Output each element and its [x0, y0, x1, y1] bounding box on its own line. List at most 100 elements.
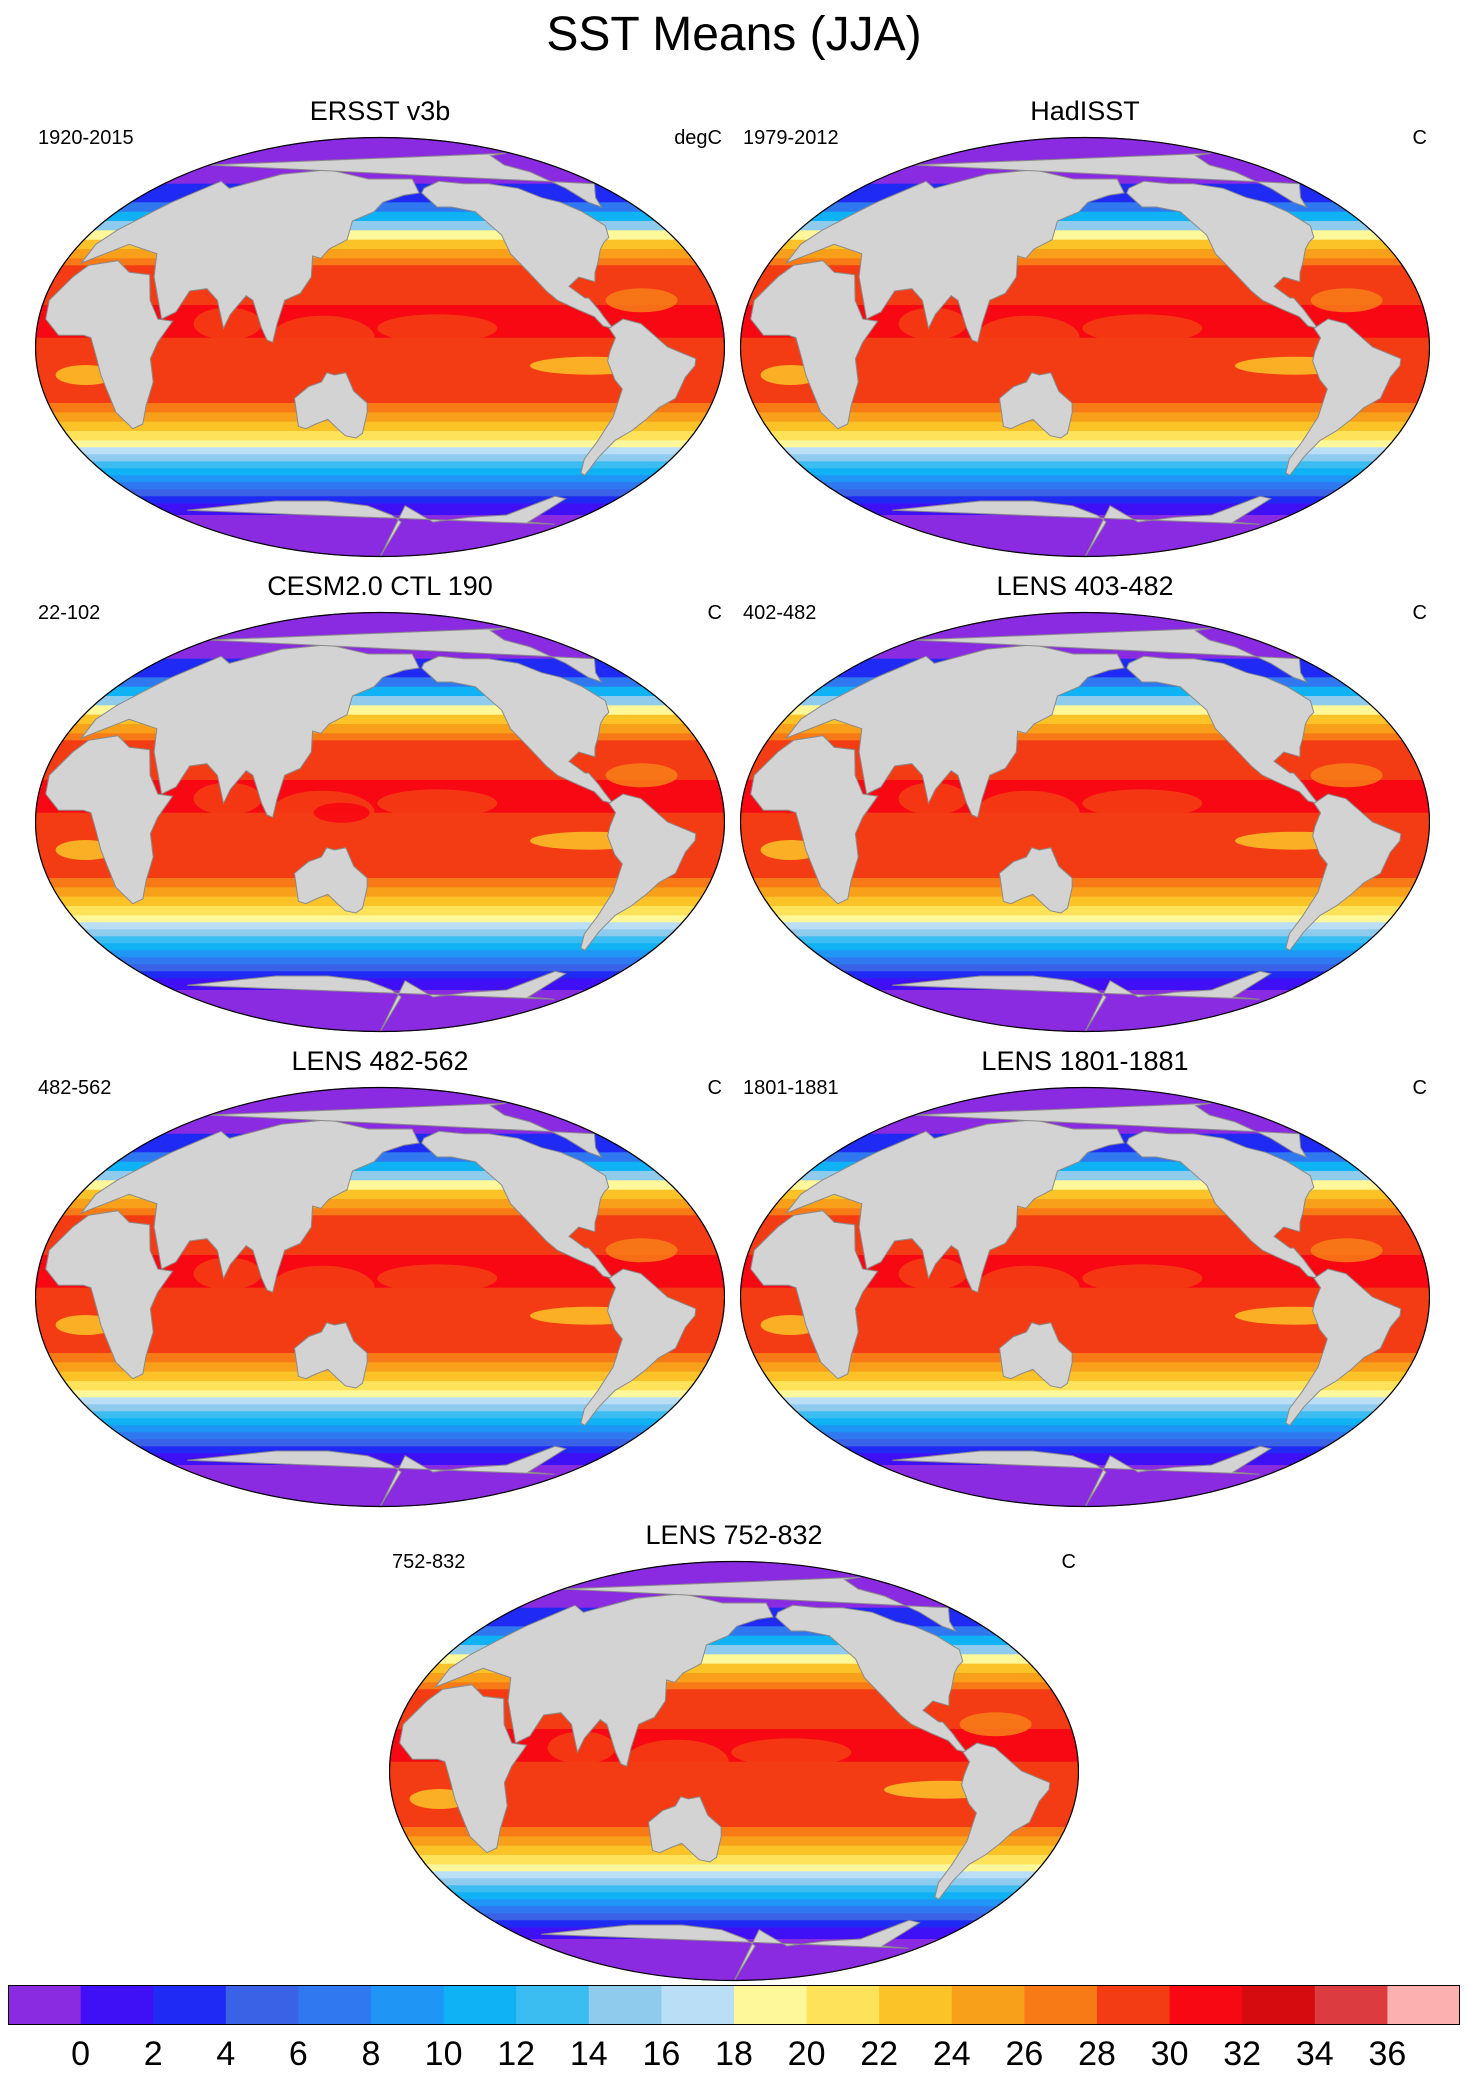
sst-band	[389, 1885, 1079, 1893]
antarctica-land	[187, 970, 567, 1032]
warm-pool	[898, 307, 967, 340]
sst-band	[35, 686, 725, 697]
colorbar-tick-label: 32	[1223, 2035, 1262, 2073]
sst-band	[740, 447, 1430, 455]
sst-band	[740, 1397, 1430, 1405]
sst-band	[740, 1245, 1430, 1256]
sst-band	[389, 1845, 1079, 1856]
sst-band	[35, 990, 725, 1032]
sst-band	[35, 337, 725, 357]
sst-band	[740, 1180, 1430, 1191]
antarctica-land	[187, 495, 567, 557]
colorbar-tick-label: 0	[71, 2035, 91, 2073]
north-america-land	[421, 655, 615, 805]
sst-map	[740, 1086, 1430, 1508]
sst-band	[740, 1199, 1430, 1209]
australia-land	[647, 1796, 722, 1863]
colorbar-swatch	[1097, 1985, 1171, 2025]
sst-band	[35, 440, 725, 448]
sst-band	[35, 1339, 725, 1354]
map-panel-hadisst: HadISST 1979-2012 C	[735, 96, 1435, 566]
sst-band	[35, 515, 725, 557]
sst-band	[35, 1404, 725, 1412]
sst-band	[35, 1432, 725, 1440]
africa-land	[750, 1210, 879, 1380]
africa-land	[750, 735, 879, 905]
sst-band	[35, 1397, 725, 1405]
sst-band	[35, 896, 725, 907]
colorbar-tick-label: 12	[497, 2035, 536, 2073]
africa-land	[45, 1210, 174, 1380]
sst-band	[35, 370, 725, 390]
colorbar-tick-label: 30	[1150, 2035, 1189, 2073]
africa-land	[45, 735, 174, 905]
map-outline	[740, 136, 1430, 558]
colorbar-swatch	[1169, 1985, 1243, 2025]
map-outline	[35, 1086, 725, 1508]
sst-band	[389, 1855, 1079, 1865]
sst-band	[35, 202, 725, 213]
panel-title: LENS 1801-1881	[981, 1046, 1189, 1076]
sst-band	[740, 896, 1430, 907]
warm-pool	[898, 1257, 967, 1290]
sst-band	[740, 686, 1430, 697]
colorbar-tick-label: 22	[860, 2035, 899, 2073]
panel-period: 1979-2012	[743, 127, 839, 149]
sst-band	[740, 705, 1430, 716]
colorbar-swatch	[951, 1985, 1025, 2025]
south-america-land	[1285, 318, 1402, 476]
colorbar-swatch	[80, 1985, 154, 2025]
sst-band	[35, 705, 725, 716]
sst-band	[35, 1390, 725, 1398]
sst-band	[35, 1439, 725, 1447]
colorbar-tick-label: 24	[932, 2035, 971, 2073]
greenland-land	[207, 627, 603, 683]
sst-band	[740, 957, 1430, 965]
map-outline	[740, 611, 1430, 1033]
sst-band	[35, 431, 725, 441]
eurasia-land	[784, 644, 1125, 818]
sst-band	[740, 1404, 1430, 1412]
eurasia-land	[79, 644, 420, 818]
south-america-land	[580, 793, 697, 951]
north-america-land	[1126, 180, 1320, 330]
africa-land	[399, 1684, 528, 1854]
sst-band	[740, 221, 1430, 231]
sst-band	[389, 1864, 1079, 1872]
sst-band	[740, 770, 1430, 781]
panel-period: 1920-2015	[38, 127, 134, 149]
warm-pool	[624, 1739, 729, 1784]
sst-band	[35, 915, 725, 923]
colorbar-tick-label: 28	[1078, 2035, 1116, 2073]
sst-band	[35, 421, 725, 432]
sst-band	[35, 482, 725, 490]
panel-title: LENS 482-562	[291, 1046, 469, 1076]
sst-band	[35, 454, 725, 462]
sst-band	[389, 1794, 1079, 1814]
panel-title: LENS 403-482	[996, 571, 1174, 601]
africa-land	[45, 260, 174, 430]
antarctica-land	[892, 1445, 1272, 1507]
sst-band	[740, 482, 1430, 490]
sst-band	[389, 1920, 1079, 1928]
map-panel-ersst: ERSST v3b 1920-2015 degC	[30, 96, 730, 566]
panel-units: C	[1412, 127, 1427, 149]
sst-band	[389, 1689, 1079, 1700]
panel-units: C	[707, 602, 722, 624]
warm-pool	[377, 789, 498, 818]
sst-band	[35, 878, 725, 888]
warm-pool	[193, 782, 262, 815]
colorbar-swatch	[225, 1985, 299, 2025]
sst-band	[35, 1180, 725, 1191]
australia-land	[293, 1322, 368, 1389]
colorbar-tick-label: 6	[288, 2035, 308, 2073]
warm-pool	[193, 307, 262, 340]
colorbar-swatch	[661, 1985, 735, 2025]
colorbar-swatch	[1242, 1985, 1316, 2025]
sst-band	[35, 950, 725, 958]
panel-units: degC	[674, 127, 722, 149]
colorbar-swatch	[1387, 1985, 1460, 2025]
sst-band	[35, 1199, 725, 1209]
sst-band	[35, 489, 725, 497]
sst-band	[35, 1215, 725, 1226]
